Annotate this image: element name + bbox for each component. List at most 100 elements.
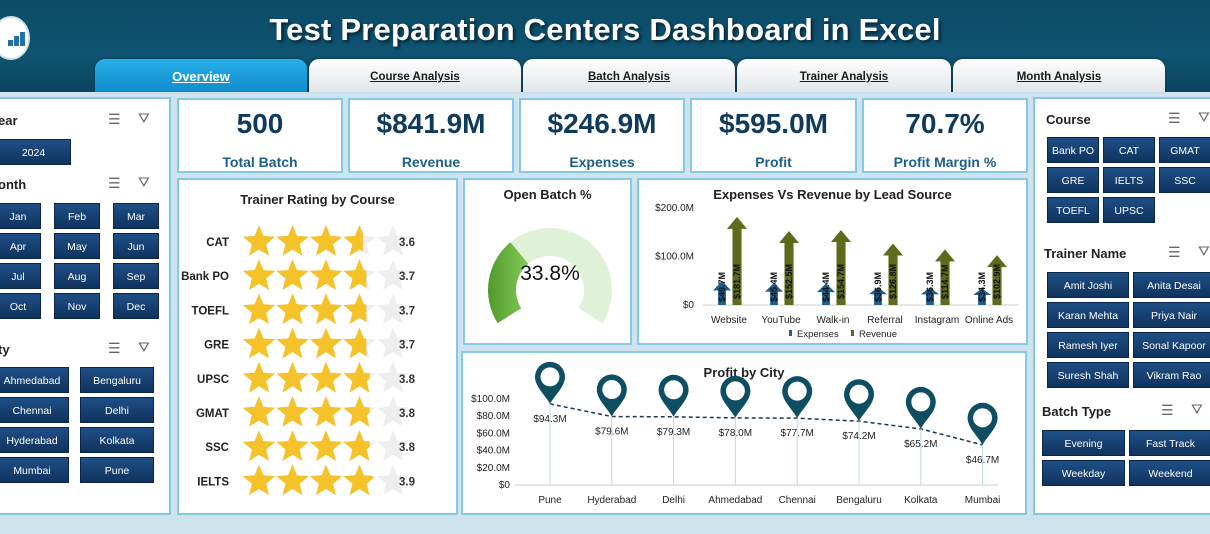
map-pin-hole xyxy=(973,408,993,428)
star-filled xyxy=(309,293,343,325)
kpi-value: 500 xyxy=(236,108,284,139)
clear-filter-icon[interactable]: ⛛ xyxy=(138,339,150,355)
course-cat-button[interactable]: CAT xyxy=(1103,137,1155,163)
y-tick-label: $200.0M xyxy=(655,203,694,214)
tab-overview[interactable]: Overview xyxy=(95,59,307,92)
course-gmat-button[interactable]: GMAT xyxy=(1159,137,1210,163)
trainer-vikram-rao-button[interactable]: Vikram Rao xyxy=(1133,362,1210,388)
clear-filter-icon[interactable]: ⛛ xyxy=(1198,243,1210,259)
star-filled xyxy=(242,259,276,290)
course-upsc-button[interactable]: UPSC xyxy=(1103,197,1155,223)
arrow-bar-revenue xyxy=(779,231,799,305)
clear-filter-icon[interactable]: ⛛ xyxy=(138,110,150,126)
multi-select-icon[interactable]: ☰ xyxy=(1168,110,1181,126)
month-jun-button[interactable]: Jun xyxy=(113,233,159,259)
y-tick-label: $20.0M xyxy=(477,463,510,474)
star-filled xyxy=(242,430,276,461)
course-label: SSC xyxy=(205,442,229,454)
data-label: $36.3M xyxy=(925,272,935,302)
month-jul-button[interactable]: Jul xyxy=(0,263,41,289)
batch-fast-track-button[interactable]: Fast Track xyxy=(1129,430,1210,456)
y-tick-label: $0 xyxy=(499,480,511,491)
month-sep-button[interactable]: Sep xyxy=(113,263,159,289)
trainer-priya-nair-button[interactable]: Priya Nair xyxy=(1133,302,1210,328)
trainer-sonal-kapoor-button[interactable]: Sonal Kapoor xyxy=(1133,332,1210,358)
trainer-rating-chart: CAT 3.6 Bank PO 3.7 TOEFL 3.7 GRE 3.7 UPSC 3.8 GMA… xyxy=(181,225,416,496)
batch-evening-button[interactable]: Evening xyxy=(1042,430,1125,456)
clear-filter-icon[interactable]: ⛛ xyxy=(1198,109,1210,125)
month-may-button[interactable]: May xyxy=(54,233,100,259)
month-dec-button[interactable]: Dec xyxy=(113,293,159,319)
course-bank-po-button[interactable]: Bank PO xyxy=(1047,137,1099,163)
right-slicer-panel: Course ☰ ⛛ Bank PO CAT GMAT GRE IELTS SSC TOEF… xyxy=(1033,97,1210,515)
map-pin-hole xyxy=(911,392,931,412)
x-tick-label: Website xyxy=(711,315,747,326)
star-filled xyxy=(276,396,309,427)
clear-filter-icon[interactable]: ⛛ xyxy=(138,174,150,190)
month-feb-button[interactable]: Feb xyxy=(54,203,100,229)
course-slicer-title: Course xyxy=(1046,112,1091,127)
y-tick-label: $40.0M xyxy=(477,446,510,457)
multi-select-icon[interactable]: ☰ xyxy=(108,340,121,356)
star-filled xyxy=(242,464,276,496)
open-batch-chart-panel: Open Batch % 33.8% xyxy=(463,178,632,345)
batch-weekend-button[interactable]: Weekend xyxy=(1129,460,1210,486)
tab-month-analysis[interactable]: Month Analysis xyxy=(953,59,1165,92)
clear-filter-icon[interactable]: ⛛ xyxy=(1191,401,1203,417)
x-tick-label: Chennai xyxy=(779,495,816,506)
arrow-bar-revenue xyxy=(831,229,851,305)
data-label: $114.7M xyxy=(940,264,950,299)
month-jan-button[interactable]: Jan xyxy=(0,203,41,229)
batch-slicer-title: Batch Type xyxy=(1042,404,1112,419)
trainer-karan-mehta-button[interactable]: Karan Mehta xyxy=(1047,302,1129,328)
multi-select-icon[interactable]: ☰ xyxy=(108,175,121,191)
star-filled xyxy=(242,361,276,393)
dashboard-title: Test Preparation Centers Dashboard in Ex… xyxy=(269,12,941,47)
month-apr-button[interactable]: Apr xyxy=(0,233,41,259)
batch-weekday-button[interactable]: Weekday xyxy=(1042,460,1125,486)
city-delhi-button[interactable]: Delhi xyxy=(80,397,154,423)
star-filled xyxy=(309,225,343,256)
course-ielts-button[interactable]: IELTS xyxy=(1103,167,1155,193)
month-slicer-title: onth xyxy=(0,177,27,192)
course-gre-button[interactable]: GRE xyxy=(1047,167,1099,193)
tab-batch-analysis[interactable]: Batch Analysis xyxy=(523,59,735,92)
trainer-slicer-title: Trainer Name xyxy=(1044,246,1127,261)
star-filled xyxy=(343,225,363,256)
course-ssc-button[interactable]: SSC xyxy=(1159,167,1210,193)
city-mumbai-button[interactable]: Mumbai xyxy=(0,457,69,483)
x-tick-label: Referral xyxy=(867,315,903,326)
tab-course-analysis[interactable]: Course Analysis xyxy=(309,59,521,92)
city-pune-button[interactable]: Pune xyxy=(80,457,154,483)
month-aug-button[interactable]: Aug xyxy=(54,263,100,289)
course-toefl-button[interactable]: TOEFL xyxy=(1047,197,1099,223)
multi-select-icon[interactable]: ☰ xyxy=(108,111,121,127)
tab-trainer-analysis[interactable]: Trainer Analysis xyxy=(737,59,951,92)
trainer-ramesh-iyer-button[interactable]: Ramesh Iyer xyxy=(1047,332,1129,358)
course-label: CAT xyxy=(206,237,229,249)
trainer-suresh-shah-button[interactable]: Suresh Shah xyxy=(1047,362,1129,388)
month-nov-button[interactable]: Nov xyxy=(54,293,100,319)
rating-value: 3.7 xyxy=(399,340,415,352)
gauge-remaining xyxy=(510,228,612,324)
city-chennai-button[interactable]: Chennai xyxy=(0,397,69,423)
month-oct-button[interactable]: Oct xyxy=(0,293,41,319)
star-filled xyxy=(309,327,343,359)
arrow-bar-revenue xyxy=(883,243,903,305)
kpi-profit: $595.0M Profit xyxy=(690,98,857,173)
month-mar-button[interactable]: Mar xyxy=(113,203,159,229)
star-filled xyxy=(276,293,309,325)
year-2024-button[interactable]: 2024 xyxy=(0,139,71,165)
city-bengaluru-button[interactable]: Bengaluru xyxy=(80,367,154,393)
trainer-amit-joshi-button[interactable]: Amit Joshi xyxy=(1047,272,1129,298)
data-label: $34.3M xyxy=(977,272,987,302)
trainer-anita-desai-button[interactable]: Anita Desai xyxy=(1133,272,1210,298)
multi-select-icon[interactable]: ☰ xyxy=(1161,402,1174,418)
multi-select-icon[interactable]: ☰ xyxy=(1168,244,1181,260)
city-hyderabad-button[interactable]: Hyderabad xyxy=(0,427,69,453)
city-ahmedabad-button[interactable]: Ahmedabad xyxy=(0,367,69,393)
data-label: $181.7M xyxy=(732,264,742,299)
course-label: Bank PO xyxy=(181,271,229,283)
city-kolkata-button[interactable]: Kolkata xyxy=(80,427,154,453)
data-label: $49.7M xyxy=(717,272,727,302)
